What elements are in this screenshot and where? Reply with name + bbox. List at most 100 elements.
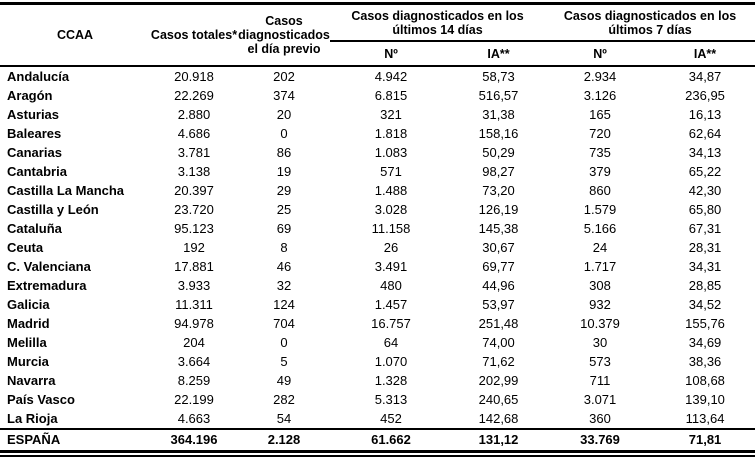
table-row: Navarra 8.259 49 1.328 202,99 711 108,68 <box>0 371 755 390</box>
cell-num-7d: 360 <box>589 411 611 426</box>
cell-casos-totales: 4.686 <box>177 126 211 141</box>
cell-ia-7d: 236,95 <box>685 88 725 103</box>
cell-ia-14d: 71,62 <box>482 354 515 369</box>
table-row: Madrid 94.978 704 16.757 251,48 10.379 1… <box>0 314 755 333</box>
table-row: Cataluña 95.123 69 11.158 145,38 5.166 6… <box>0 219 755 238</box>
cell-ia-7d: 42,30 <box>688 183 722 198</box>
table-row: Canarias 3.781 86 1.083 50,29 735 34,13 <box>0 143 755 162</box>
cell-num-14d: 26 <box>383 240 399 255</box>
cell-num-14d: 3.028 <box>374 202 408 217</box>
cell-num-7d: 735 <box>589 145 611 160</box>
cell-casos-totales: 3.781 <box>177 145 211 160</box>
total-casos-totales: 364.196 <box>150 428 238 453</box>
cell-num-7d: 30 <box>592 335 608 350</box>
cell-ia-14d: 240,65 <box>478 392 519 407</box>
cell-ccaa-name: Castilla y León <box>7 202 99 217</box>
cell-num-7d: 308 <box>589 278 611 293</box>
table-row: Cantabria 3.138 19 571 98,27 379 65,22 <box>0 162 755 181</box>
total-dia-previo: 2.128 <box>238 428 330 453</box>
total-row-espana: ESPAÑA 364.196 2.128 61.662 131,12 33.76… <box>0 428 755 453</box>
cell-ia-14d: 30,67 <box>482 240 515 255</box>
cell-num-7d: 573 <box>589 354 611 369</box>
cell-casos-totales: 4.663 <box>177 411 211 426</box>
subheader-num-7d: Nº <box>545 41 656 67</box>
cell-dia-previo: 0 <box>280 335 288 350</box>
cell-casos-totales: 11.311 <box>175 297 213 312</box>
cell-dia-previo: 20 <box>276 107 292 122</box>
cell-casos-totales: 20.397 <box>174 183 214 198</box>
table-row: País Vasco 22.199 282 5.313 240,65 3.071… <box>0 390 755 409</box>
cell-ia-7d: 34,87 <box>688 69 722 84</box>
cell-num-7d: 720 <box>589 126 611 141</box>
cell-dia-previo: 25 <box>276 202 292 217</box>
table-total-row: ESPAÑA 364.196 2.128 61.662 131,12 33.76… <box>0 428 755 453</box>
bottom-double-rule <box>0 455 755 457</box>
cell-ia-7d: 16,13 <box>688 107 722 122</box>
cell-ia-14d: 158,16 <box>478 126 519 141</box>
cell-ia-7d: 65,80 <box>688 202 722 217</box>
cell-ccaa-name: La Rioja <box>7 411 58 426</box>
total-ccaa-name: ESPAÑA <box>0 428 150 453</box>
cell-casos-totales: 95.123 <box>174 221 214 236</box>
column-header-casos-totales: Casos totales* <box>150 3 238 67</box>
cell-casos-totales: 23.720 <box>174 202 214 217</box>
table-row: La Rioja 4.663 54 452 142,68 360 113,64 <box>0 409 755 429</box>
table-header: CCAA Casos totales* Casos diagnosticados… <box>0 3 755 67</box>
table-row: Extremadura 3.933 32 480 44,96 308 28,85 <box>0 276 755 295</box>
column-header-dia-previo: Casos diagnosticados el día previo <box>238 3 330 67</box>
cell-ccaa-name: Aragón <box>7 88 53 103</box>
cell-dia-previo: 374 <box>273 88 295 103</box>
cell-ia-14d: 53,97 <box>482 297 515 312</box>
cell-dia-previo: 19 <box>276 164 292 179</box>
cell-num-7d: 379 <box>589 164 611 179</box>
cell-ccaa-name: Ceuta <box>7 240 44 255</box>
cell-casos-totales: 3.664 <box>177 354 211 369</box>
cell-dia-previo: 69 <box>276 221 292 236</box>
cell-num-7d: 1.579 <box>583 202 617 217</box>
cell-ia-14d: 126,19 <box>478 202 519 217</box>
cell-casos-totales: 22.199 <box>174 392 214 407</box>
cell-num-7d: 24 <box>592 240 608 255</box>
cell-dia-previo: 0 <box>280 126 288 141</box>
cell-dia-previo: 46 <box>276 259 292 274</box>
cell-dia-previo: 282 <box>273 392 295 407</box>
cell-num-14d: 321 <box>380 107 402 122</box>
cell-ccaa-name: Extremadura <box>7 278 87 293</box>
cell-ia-7d: 28,85 <box>688 278 722 293</box>
cell-num-7d: 10.379 <box>580 316 620 331</box>
cell-dia-previo: 5 <box>280 354 288 369</box>
cell-ia-14d: 202,99 <box>478 373 519 388</box>
cell-num-14d: 1.457 <box>374 297 408 312</box>
cell-casos-totales: 8.259 <box>177 373 211 388</box>
cell-num-14d: 3.491 <box>374 259 408 274</box>
cell-ia-7d: 113,64 <box>685 411 725 426</box>
cell-num-14d: 11.158 <box>371 221 411 236</box>
total-num-14d: 61.662 <box>330 428 452 453</box>
cell-dia-previo: 32 <box>276 278 292 293</box>
cell-ccaa-name: Galicia <box>7 297 50 312</box>
table-row: Ceuta 192 8 26 30,67 24 28,31 <box>0 238 755 257</box>
cell-ia-14d: 142,68 <box>478 411 519 426</box>
group-header-ultimos-7-dias: Casos diagnosticados en los últimos 7 dí… <box>545 3 755 42</box>
table-row: Castilla y León 23.720 25 3.028 126,19 1… <box>0 200 755 219</box>
table-row: Murcia 3.664 5 1.070 71,62 573 38,36 <box>0 352 755 371</box>
total-ia-7d: 71,81 <box>655 428 755 453</box>
cell-ccaa-name: Andalucía <box>7 69 70 84</box>
cell-ia-14d: 69,77 <box>482 259 515 274</box>
cell-num-7d: 860 <box>589 183 611 198</box>
cell-casos-totales: 204 <box>183 335 205 350</box>
cell-num-7d: 5.166 <box>583 221 617 236</box>
cell-ia-7d: 139,10 <box>685 392 725 407</box>
cell-ia-14d: 516,57 <box>478 88 519 103</box>
table-row: Aragón 22.269 374 6.815 516,57 3.126 236… <box>0 86 755 105</box>
cell-ia-7d: 108,68 <box>685 373 725 388</box>
cell-num-14d: 6.815 <box>374 88 408 103</box>
cell-casos-totales: 17.881 <box>174 259 214 274</box>
cell-casos-totales: 3.933 <box>177 278 211 293</box>
cell-ccaa-name: Baleares <box>7 126 62 141</box>
total-num-7d: 33.769 <box>545 428 656 453</box>
cell-num-7d: 165 <box>589 107 611 122</box>
cell-ia-14d: 98,27 <box>482 164 515 179</box>
cell-num-14d: 1.070 <box>374 354 408 369</box>
